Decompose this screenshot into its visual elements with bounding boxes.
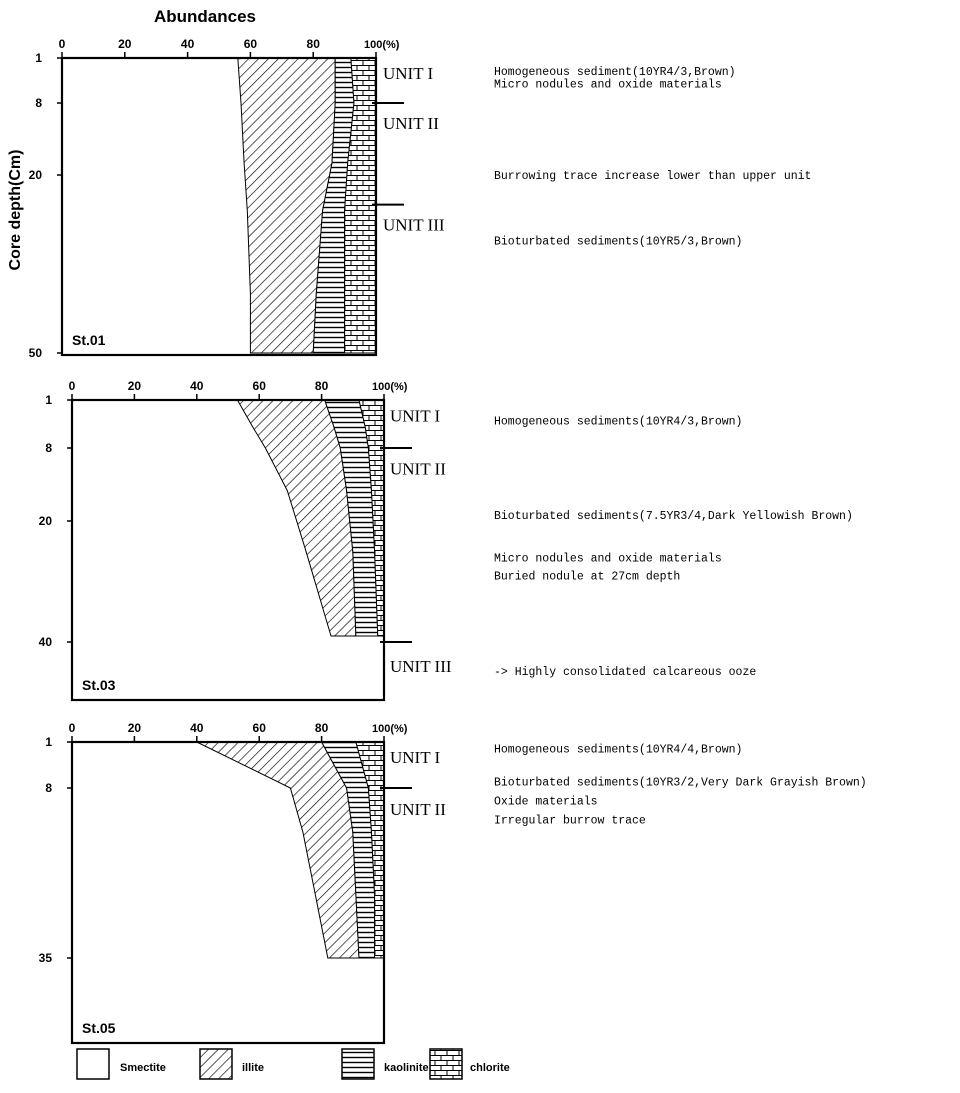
x-tick-label: 40 — [190, 721, 204, 735]
description-text: Buried nodule at 27cm depth — [494, 570, 680, 583]
x-tick-label: 0 — [69, 379, 76, 393]
x-tick-label: 100(%) — [372, 381, 408, 393]
panel-st03: 0 20 40 60 80 100(%) 1 8 20 40 St.03 UNIT I UNIT II U… — [39, 379, 853, 702]
panel-frame — [70, 740, 386, 1045]
station-label: St.03 — [82, 677, 116, 693]
x-tick-label: 0 — [69, 721, 76, 735]
panel-st05: 0 20 40 60 80 100(%) 1 8 35 St.05 UNIT I UNIT II Hom… — [39, 721, 867, 1045]
y-axis-label: Core depth(Cm) — [7, 150, 24, 271]
x-tick-label: 80 — [315, 721, 329, 735]
description-text: -> Highly consolidated calcareous ooze — [494, 666, 756, 679]
unit-label: UNIT I — [390, 407, 441, 426]
legend-swatch — [341, 1048, 375, 1080]
legend: Smectite illite kaolinite chlorite — [76, 1048, 510, 1080]
description-text: Homogeneous sediments(10YR4/3,Brown) — [494, 416, 742, 429]
y-tick-label: 20 — [29, 168, 43, 182]
unit-label: UNIT II — [390, 459, 446, 478]
legend-swatch — [429, 1048, 463, 1080]
unit-label: UNIT III — [383, 215, 445, 234]
y-tick-label: 1 — [35, 51, 42, 65]
panel-frame — [60, 56, 378, 357]
station-label: St.05 — [82, 1020, 116, 1036]
y-tick-label: 20 — [39, 514, 53, 528]
description-text: Micro nodules and oxide materials — [494, 79, 722, 92]
x-tick-label: 100(%) — [372, 723, 408, 735]
unit-label: UNIT III — [390, 657, 452, 676]
unit-label: UNIT II — [383, 114, 439, 133]
x-tick-label: 80 — [315, 379, 329, 393]
chart-title: Abundances — [154, 7, 256, 26]
legend-swatch — [199, 1048, 233, 1080]
legend-item-illite: illite — [199, 1048, 264, 1080]
legend-label: chlorite — [470, 1062, 510, 1074]
legend-label: illite — [242, 1062, 264, 1074]
description-text: Bioturbated sediments(10YR3/2,Very Dark … — [494, 776, 867, 789]
x-tick-label: 80 — [307, 37, 321, 51]
x-tick-label: 60 — [244, 37, 258, 51]
x-tick-label: 100(%) — [364, 39, 400, 51]
y-tick-label: 1 — [45, 393, 52, 407]
x-tick-label: 60 — [253, 721, 267, 735]
panel-st01: 0 20 40 60 80 100(%) 1 8 20 50 St.01 UNIT I UNIT II U… — [29, 37, 812, 360]
legend-label: Smectite — [120, 1062, 166, 1074]
y-tick-label: 8 — [35, 96, 42, 110]
x-tick-label: 20 — [128, 379, 142, 393]
illite-band — [196, 741, 360, 959]
x-tick-label: 20 — [128, 721, 142, 735]
description-text: Bioturbated sediments(10YR5/3,Brown) — [494, 235, 742, 248]
y-tick-label: 8 — [45, 781, 52, 795]
legend-item-chlorite: chlorite — [429, 1048, 510, 1080]
x-tick-label: 60 — [253, 379, 267, 393]
description-text: Bioturbated sediments(7.5YR3/4,Dark Yell… — [494, 510, 853, 523]
y-tick-label: 50 — [29, 346, 43, 360]
description-text: Burrowing trace increase lower than uppe… — [494, 170, 811, 183]
station-label: St.01 — [72, 332, 106, 348]
x-tick-label: 20 — [118, 37, 132, 51]
y-tick-label: 35 — [39, 951, 53, 965]
description-text: Homogeneous sediment(10YR4/3,Brown) — [494, 66, 736, 79]
y-tick-label: 40 — [39, 635, 53, 649]
x-tick-label: 0 — [59, 37, 66, 51]
unit-label: UNIT I — [383, 64, 434, 83]
panel-frame — [70, 398, 386, 702]
x-tick-label: 40 — [181, 37, 195, 51]
y-tick-label: 8 — [45, 441, 52, 455]
description-text: Homogeneous sediments(10YR4/4,Brown) — [494, 744, 742, 757]
legend-item-smectite: Smectite — [76, 1048, 166, 1080]
unit-label: UNIT I — [390, 748, 441, 767]
description-text: Irregular burrow trace — [494, 814, 646, 827]
legend-item-kaolinite: kaolinite — [341, 1048, 429, 1080]
legend-swatch — [76, 1048, 110, 1080]
description-text: Oxide materials — [494, 796, 598, 809]
legend-label: kaolinite — [384, 1062, 429, 1074]
unit-label: UNIT II — [390, 800, 446, 819]
description-text: Micro nodules and oxide materials — [494, 552, 722, 565]
x-tick-label: 40 — [190, 379, 204, 393]
y-tick-label: 1 — [45, 735, 52, 749]
